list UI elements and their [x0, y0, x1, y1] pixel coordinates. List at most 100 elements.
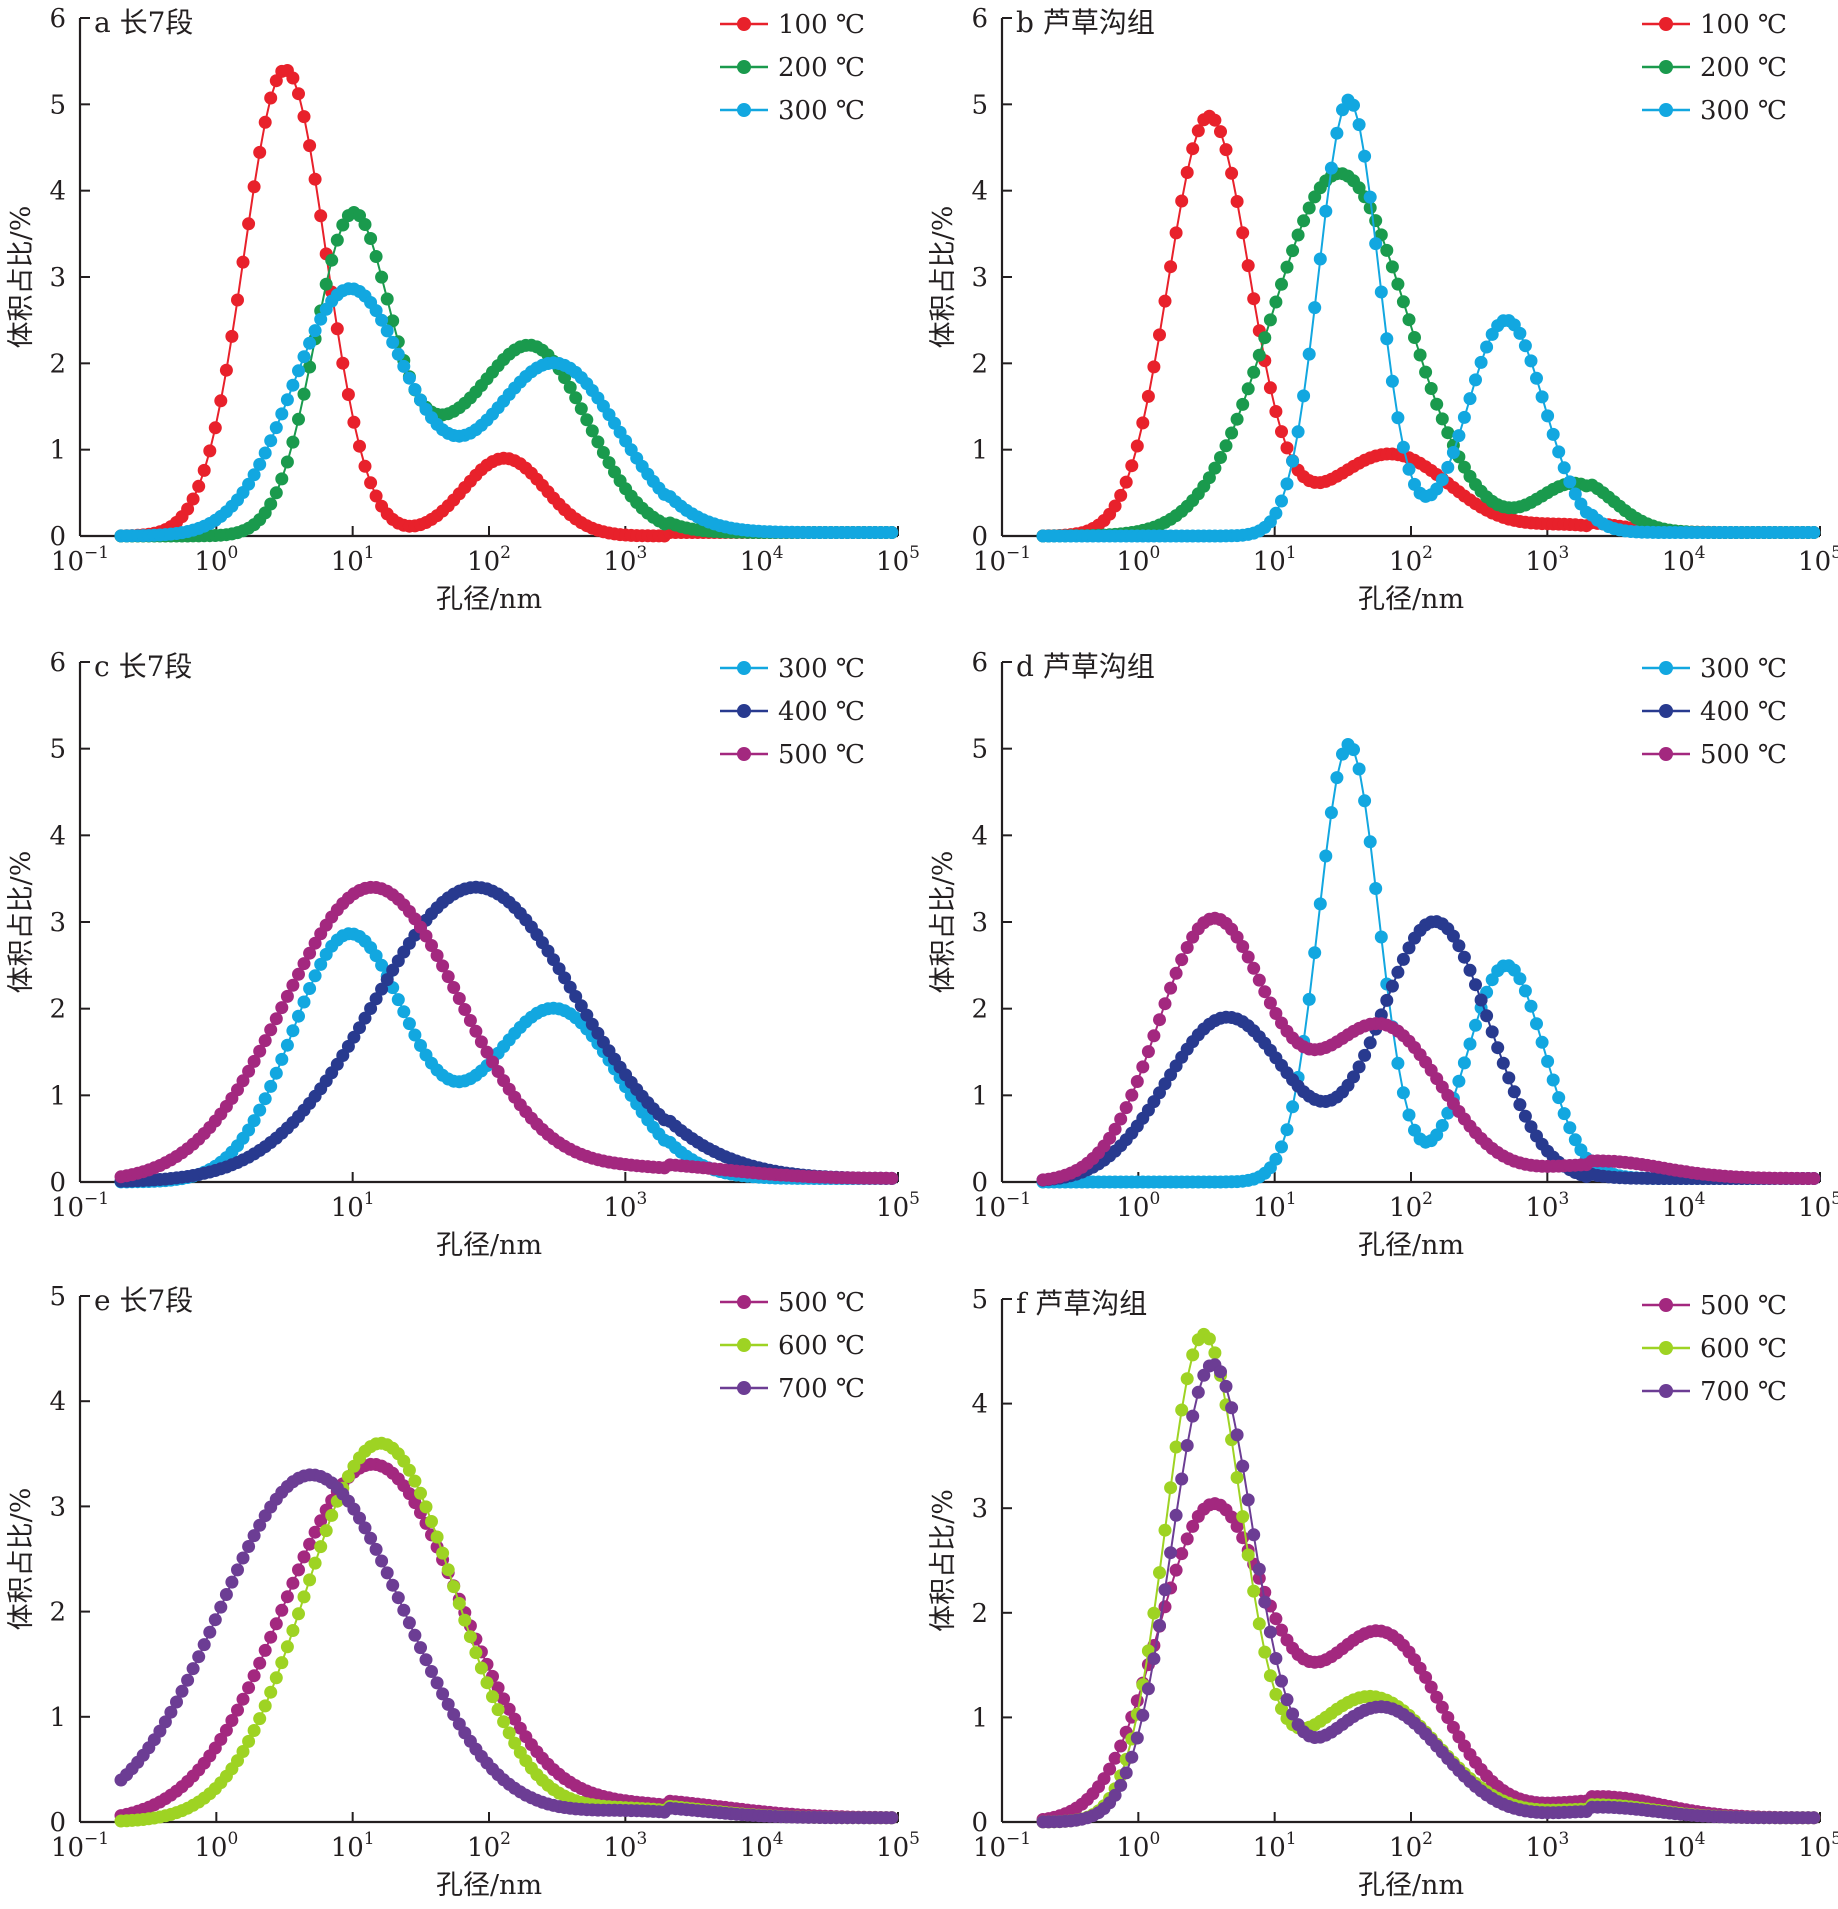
data-point [1141, 1682, 1155, 1696]
data-point [1186, 1519, 1200, 1533]
x-tick-label: 100 [1116, 1829, 1160, 1863]
panel-label: b 芦草沟组 [1016, 6, 1155, 39]
data-point [303, 1573, 317, 1587]
data-point [258, 1034, 272, 1048]
data-point [1180, 1532, 1194, 1546]
data-point [1175, 953, 1189, 967]
data-point [275, 1603, 289, 1617]
data-point [303, 139, 317, 153]
data-point [502, 1726, 516, 1740]
data-point [203, 444, 217, 458]
data-point [231, 1563, 244, 1577]
data-point [1147, 360, 1161, 374]
data-point [1358, 1048, 1372, 1062]
data-point [264, 91, 278, 105]
data-point [308, 936, 322, 950]
data-point [1469, 1018, 1482, 1032]
data-point [563, 380, 577, 394]
data-point [1369, 214, 1383, 228]
data-point [353, 439, 366, 453]
data-point [303, 360, 317, 374]
data-point [414, 1486, 427, 1500]
data-point [247, 1724, 261, 1737]
data-point [1275, 425, 1288, 439]
data-point [1297, 214, 1311, 228]
data-point [1302, 992, 1316, 1006]
data-point [1252, 1562, 1266, 1576]
data-point [269, 486, 283, 500]
y-tick-label: 2 [49, 349, 66, 379]
data-point [1358, 149, 1372, 163]
data-point [1324, 161, 1338, 175]
legend-marker [1659, 1341, 1673, 1355]
data-point [353, 1511, 366, 1525]
data-point [1275, 1623, 1288, 1637]
data-point [397, 1603, 411, 1617]
x-tick-label: 104 [1662, 543, 1706, 577]
y-tick-label: 6 [971, 648, 988, 678]
data-point [364, 476, 378, 490]
data-point [1258, 331, 1272, 345]
data-point [1463, 963, 1477, 977]
data-point [1258, 1595, 1272, 1609]
data-point [585, 424, 599, 438]
data-point [569, 391, 583, 405]
panel-label: a 长7段 [94, 6, 193, 39]
data-point [397, 359, 411, 373]
data-point [258, 1092, 272, 1106]
panel-label: f 芦草沟组 [1016, 1287, 1147, 1320]
chart-panel-1: 0 1 2 3 4 5 6 10−1 100 101 102 103 104 105 孔径/nm 体积占比/%… [6, 4, 920, 615]
data-point [269, 1617, 283, 1631]
y-tick-label: 3 [971, 263, 988, 293]
series-line [1043, 172, 1814, 537]
data-point [242, 1064, 256, 1078]
data-point [1153, 1619, 1166, 1632]
data-point [1419, 365, 1433, 379]
data-point [1513, 326, 1527, 340]
data-point [1352, 118, 1366, 132]
data-point [1241, 1493, 1255, 1507]
x-tick-label: 105 [876, 1189, 920, 1223]
data-point [1308, 946, 1322, 960]
y-axis-label: 体积占比/% [6, 1488, 37, 1631]
data-point [1452, 939, 1466, 953]
legend-marker [1659, 1384, 1673, 1398]
legend-marker [737, 661, 751, 675]
data-point [452, 1597, 466, 1610]
data-point [1153, 1013, 1166, 1027]
data-point [1502, 1071, 1516, 1085]
data-point [397, 1005, 411, 1019]
data-point [380, 292, 394, 306]
data-point [1491, 1041, 1505, 1055]
data-point [297, 110, 311, 124]
data-point [1169, 966, 1183, 980]
legend-marker [1659, 17, 1673, 31]
data-point [1291, 425, 1305, 439]
data-point [341, 388, 355, 401]
data-point [1507, 1085, 1521, 1099]
data-point [486, 1690, 499, 1704]
data-point [1302, 347, 1316, 361]
data-point [286, 378, 300, 392]
data-point [1247, 1528, 1261, 1542]
data-point [1208, 461, 1222, 475]
data-point [225, 1714, 239, 1727]
data-point [164, 1705, 178, 1719]
data-point [336, 218, 350, 232]
data-point [1330, 126, 1344, 140]
data-point [286, 1024, 300, 1038]
x-tick-label: 100 [1116, 1189, 1160, 1223]
data-point [219, 363, 233, 377]
data-point [1347, 1070, 1360, 1084]
y-tick-label: 5 [971, 1285, 988, 1315]
data-point [463, 1630, 477, 1644]
data-point [280, 1640, 294, 1654]
data-point [258, 1643, 272, 1657]
y-tick-label: 0 [971, 1168, 988, 1198]
data-point [1125, 1750, 1139, 1764]
data-point [1319, 849, 1333, 863]
data-point [1275, 1140, 1288, 1154]
data-point [1164, 1546, 1178, 1560]
data-point [1408, 331, 1421, 344]
data-point [1269, 1652, 1283, 1665]
